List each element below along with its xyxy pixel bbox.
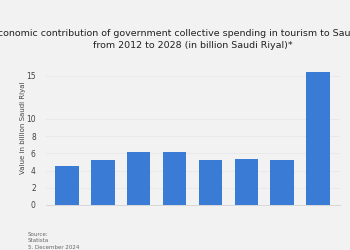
Bar xyxy=(234,159,258,205)
Bar xyxy=(199,160,222,205)
Bar xyxy=(306,72,330,205)
Title: Economic contribution of government collective spending in tourism to Saudi Arab: Economic contribution of government coll… xyxy=(0,29,350,50)
Bar xyxy=(55,166,79,205)
Text: Source:
Statista
5. December 2024: Source: Statista 5. December 2024 xyxy=(28,232,79,250)
Bar xyxy=(271,160,294,205)
Bar xyxy=(127,152,150,205)
Y-axis label: Value in billion Saudi Riyal: Value in billion Saudi Riyal xyxy=(20,81,26,174)
Bar xyxy=(91,160,114,205)
Bar xyxy=(163,152,186,205)
